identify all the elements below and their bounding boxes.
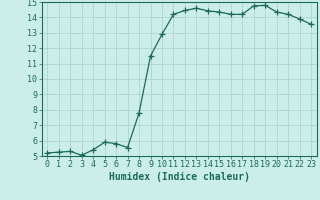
X-axis label: Humidex (Indice chaleur): Humidex (Indice chaleur) (109, 172, 250, 182)
